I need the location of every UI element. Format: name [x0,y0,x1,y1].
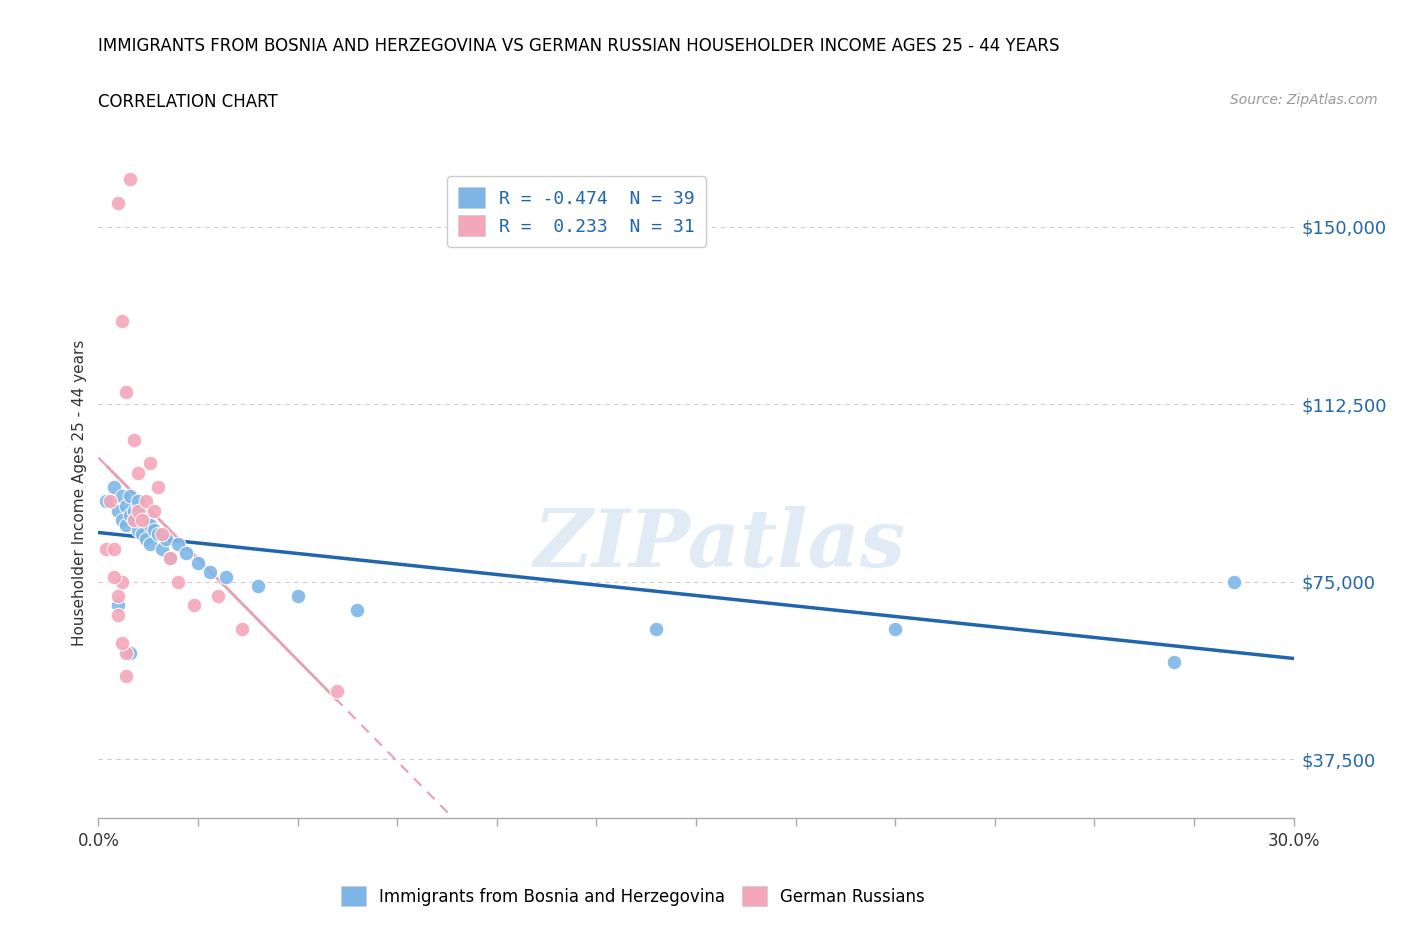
Point [215,569,238,584]
Point [115,645,138,660]
Point [159,551,181,565]
Point [111,512,134,527]
Point [207,589,229,604]
Point [231,621,253,636]
Point [127,522,149,537]
Point [127,494,149,509]
Point [120,489,142,504]
Text: Source: ZipAtlas.com: Source: ZipAtlas.com [1230,93,1378,107]
Point [107,503,129,518]
Point [131,527,153,542]
Point [1222,574,1246,589]
Point [135,494,157,509]
Point [127,498,149,513]
Point [346,603,368,618]
Point [139,537,162,551]
Point [139,517,162,532]
Point [148,527,170,542]
Point [124,512,146,527]
Point [115,498,138,513]
Point [326,684,349,698]
Point [124,512,146,527]
Point [131,508,153,523]
Point [96,494,118,509]
Point [150,527,173,542]
Legend: R = -0.474  N = 39, R =  0.233  N = 31: R = -0.474 N = 39, R = 0.233 N = 31 [447,177,706,247]
Point [111,313,134,328]
Legend: Immigrants from Bosnia and Herzegovina, German Russians: Immigrants from Bosnia and Herzegovina, … [335,880,931,912]
Point [120,100,142,115]
Text: CORRELATION CHART: CORRELATION CHART [98,93,278,111]
Point [246,579,269,594]
Point [143,522,166,537]
Point [107,589,129,604]
Y-axis label: Householder Income Ages 25 - 44 years: Householder Income Ages 25 - 44 years [72,339,87,646]
Point [111,636,134,651]
Point [148,480,170,495]
Point [96,541,118,556]
Point [124,503,146,518]
Point [198,565,221,579]
Point [287,589,309,604]
Text: IMMIGRANTS FROM BOSNIA AND HERZEGOVINA VS GERMAN RUSSIAN HOUSEHOLDER INCOME AGES: IMMIGRANTS FROM BOSNIA AND HERZEGOVINA V… [98,37,1060,55]
Point [98,494,122,509]
Point [187,555,209,570]
Point [167,537,190,551]
Point [155,532,177,547]
Point [115,517,138,532]
Point [103,569,125,584]
Point [111,489,134,504]
Point [884,621,907,636]
Point [103,541,125,556]
Point [127,503,149,518]
Point [120,172,142,187]
Text: ZIPatlas: ZIPatlas [534,506,905,584]
Point [131,512,153,527]
Point [120,645,142,660]
Point [159,551,181,565]
Point [135,512,157,527]
Point [183,598,205,613]
Point [174,546,197,561]
Point [143,503,166,518]
Point [107,598,129,613]
Point [124,432,146,447]
Point [1163,655,1185,670]
Point [167,574,190,589]
Point [103,480,125,495]
Point [645,621,668,636]
Point [135,532,157,547]
Point [139,456,162,471]
Point [150,541,173,556]
Point [111,574,134,589]
Point [115,385,138,400]
Point [127,465,149,480]
Point [115,669,138,684]
Point [120,508,142,523]
Point [107,195,129,210]
Point [107,607,129,622]
